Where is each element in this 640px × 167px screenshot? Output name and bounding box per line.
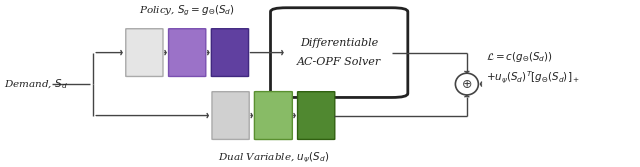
Text: Demand, $S_d$: Demand, $S_d$: [4, 77, 68, 91]
Text: Differentiable: Differentiable: [300, 38, 378, 48]
Text: Dual Variable, $u_\psi(S_d)$: Dual Variable, $u_\psi(S_d)$: [218, 150, 329, 164]
Text: $\mathcal{L} = c(g_\Theta(S_d))$: $\mathcal{L} = c(g_\Theta(S_d))$: [486, 50, 553, 64]
Text: $+ u_\psi(S_d)^T[g_\Theta(S_d)]_+$: $+ u_\psi(S_d)^T[g_\Theta(S_d)]_+$: [486, 70, 580, 86]
Ellipse shape: [456, 73, 478, 95]
FancyBboxPatch shape: [211, 29, 248, 76]
FancyBboxPatch shape: [271, 8, 408, 98]
FancyBboxPatch shape: [212, 92, 249, 139]
Text: $\oplus$: $\oplus$: [461, 78, 472, 91]
FancyBboxPatch shape: [298, 92, 335, 139]
FancyBboxPatch shape: [255, 92, 292, 139]
FancyBboxPatch shape: [168, 29, 206, 76]
FancyBboxPatch shape: [126, 29, 163, 76]
Text: Policy, $S_g = g_\Theta(S_d)$: Policy, $S_g = g_\Theta(S_d)$: [140, 4, 235, 18]
Text: AC-OPF Solver: AC-OPF Solver: [297, 57, 381, 67]
